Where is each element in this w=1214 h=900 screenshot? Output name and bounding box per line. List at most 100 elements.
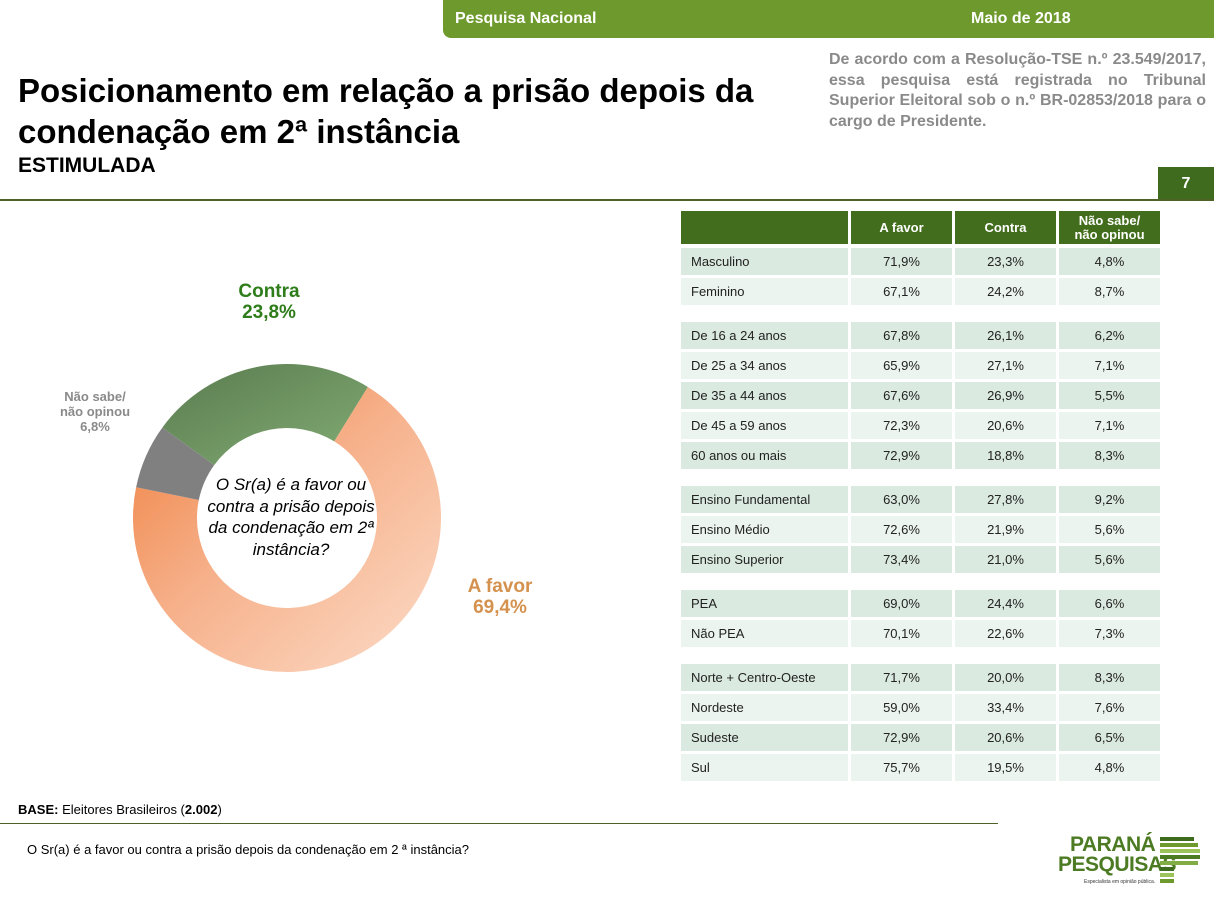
footer-question: O Sr(a) é a favor ou contra a prisão dep… — [27, 842, 470, 857]
table-header-row: A favor Contra Não sabe/ não opinou — [681, 211, 1160, 248]
cell-a-favor: 72,9% — [851, 724, 952, 754]
label-ns-line2: não opinou — [59, 404, 131, 419]
group-spacer — [681, 650, 1160, 664]
cell-contra: 33,4% — [955, 694, 1056, 724]
cell-a-favor: 75,7% — [851, 754, 952, 784]
divider — [0, 199, 1214, 201]
top-banner: Pesquisa Nacional Maio de 2018 — [443, 0, 1214, 38]
donut-chart — [132, 364, 441, 672]
table-row: Sudeste 72,9% 20,6% 6,5% — [681, 724, 1160, 754]
row-label: PEA — [681, 590, 848, 620]
cell-a-favor: 72,6% — [851, 516, 952, 546]
spacer-cell — [955, 308, 1056, 322]
survey-date: Maio de 2018 — [971, 10, 1071, 27]
cell-a-favor: 59,0% — [851, 694, 952, 724]
table-row: Nordeste 59,0% 33,4% 7,6% — [681, 694, 1160, 724]
label-contra-name: Contra — [238, 281, 300, 302]
cell-nao-sabe: 7,6% — [1059, 694, 1160, 724]
table-row: Ensino Superior 73,4% 21,0% 5,6% — [681, 546, 1160, 576]
header-contra: Contra — [955, 211, 1056, 248]
label-ns-value: 6,8% — [80, 419, 110, 434]
results-table: A favor Contra Não sabe/ não opinou Masc… — [678, 211, 1163, 784]
logo-tagline: Especialista em opinião pública. — [1084, 879, 1156, 885]
spacer-cell — [1059, 308, 1160, 322]
cell-a-favor: 63,0% — [851, 486, 952, 516]
cell-a-favor: 72,3% — [851, 412, 952, 442]
row-label: Sudeste — [681, 724, 848, 754]
header-ns-line2: não opinou — [1074, 226, 1145, 242]
cell-nao-sabe: 4,8% — [1059, 754, 1160, 784]
cell-contra: 20,6% — [955, 724, 1056, 754]
table-row: De 16 a 24 anos 67,8% 26,1% 6,2% — [681, 322, 1160, 352]
cell-contra: 20,6% — [955, 412, 1056, 442]
label-nao-sabe: Não sabe/ não opinou 6,8% — [40, 389, 150, 434]
cell-nao-sabe: 9,2% — [1059, 486, 1160, 516]
cell-nao-sabe: 6,5% — [1059, 724, 1160, 754]
donut-center-question: O Sr(a) é a favor ou contra a prisão dep… — [207, 475, 375, 559]
base-label: BASE: — [18, 802, 59, 817]
cell-nao-sabe: 7,3% — [1059, 620, 1160, 650]
row-label: De 35 a 44 anos — [681, 382, 848, 412]
donut-slice-a-favor — [132, 386, 441, 672]
table-row: Ensino Fundamental 63,0% 27,8% 9,2% — [681, 486, 1160, 516]
spacer-cell — [681, 650, 848, 664]
cell-nao-sabe: 4,8% — [1059, 248, 1160, 278]
row-label: Sul — [681, 754, 848, 784]
cell-nao-sabe: 5,6% — [1059, 546, 1160, 576]
cell-nao-sabe: 8,3% — [1059, 442, 1160, 472]
label-favor-value: 69,4% — [473, 597, 527, 618]
label-favor: A favor 69,4% — [450, 576, 550, 618]
row-label: Nordeste — [681, 694, 848, 724]
table-row: De 35 a 44 anos 67,6% 26,9% 5,5% — [681, 382, 1160, 412]
spacer-cell — [1059, 576, 1160, 590]
cell-contra: 26,9% — [955, 382, 1056, 412]
cell-contra: 27,8% — [955, 486, 1056, 516]
cell-a-favor: 65,9% — [851, 352, 952, 382]
cell-contra: 23,3% — [955, 248, 1056, 278]
row-label: Masculino — [681, 248, 848, 278]
donut-slice-nao-sabe — [136, 427, 215, 501]
cell-contra: 26,1% — [955, 322, 1056, 352]
cell-contra: 27,1% — [955, 352, 1056, 382]
row-label: De 45 a 59 anos — [681, 412, 848, 442]
row-label: De 16 a 24 anos — [681, 322, 848, 352]
cell-nao-sabe: 8,7% — [1059, 278, 1160, 308]
header-a-favor: A favor — [851, 211, 952, 248]
base-n: 2.002 — [184, 802, 218, 817]
parana-pesquisas-logo: PARANÁ PESQUISAS Especialista em opinião… — [1056, 833, 1202, 893]
cell-nao-sabe: 7,1% — [1059, 352, 1160, 382]
cell-contra: 24,4% — [955, 590, 1056, 620]
spacer-cell — [1059, 650, 1160, 664]
table-row: Masculino 71,9% 23,3% 4,8% — [681, 248, 1160, 278]
logo-line1: PARANÁ — [1070, 833, 1156, 856]
cell-contra: 20,0% — [955, 664, 1056, 694]
table-row: De 45 a 59 anos 72,3% 20,6% 7,1% — [681, 412, 1160, 442]
footer-divider — [0, 823, 998, 824]
label-contra: Contra 23,8% — [200, 281, 338, 323]
table-row: PEA 69,0% 24,4% 6,6% — [681, 590, 1160, 620]
cell-a-favor: 71,9% — [851, 248, 952, 278]
group-spacer — [681, 576, 1160, 590]
cell-a-favor: 72,9% — [851, 442, 952, 472]
row-label: De 25 a 34 anos — [681, 352, 848, 382]
label-contra-value: 23,8% — [242, 302, 296, 323]
spacer-cell — [851, 472, 952, 486]
base-note: BASE: Eleitores Brasileiros (2.002) — [18, 802, 222, 817]
spacer-cell — [1059, 472, 1160, 486]
table-row: Sul 75,7% 19,5% 4,8% — [681, 754, 1160, 784]
page-subtitle: ESTIMULADA — [18, 154, 156, 177]
row-label: Norte + Centro-Oeste — [681, 664, 848, 694]
spacer-cell — [851, 650, 952, 664]
survey-name: Pesquisa Nacional — [455, 10, 597, 27]
cell-nao-sabe: 6,2% — [1059, 322, 1160, 352]
spacer-cell — [681, 472, 848, 486]
cell-a-favor: 73,4% — [851, 546, 952, 576]
header-blank — [681, 211, 848, 248]
cell-nao-sabe: 8,3% — [1059, 664, 1160, 694]
header-ns-line1: Não sabe/ — [1078, 212, 1141, 228]
cell-a-favor: 70,1% — [851, 620, 952, 650]
label-ns-line1: Não sabe/ — [64, 389, 126, 404]
page-title: Posicionamento em relação a prisão depoi… — [18, 72, 754, 150]
row-label: 60 anos ou mais — [681, 442, 848, 472]
row-label: Feminino — [681, 278, 848, 308]
